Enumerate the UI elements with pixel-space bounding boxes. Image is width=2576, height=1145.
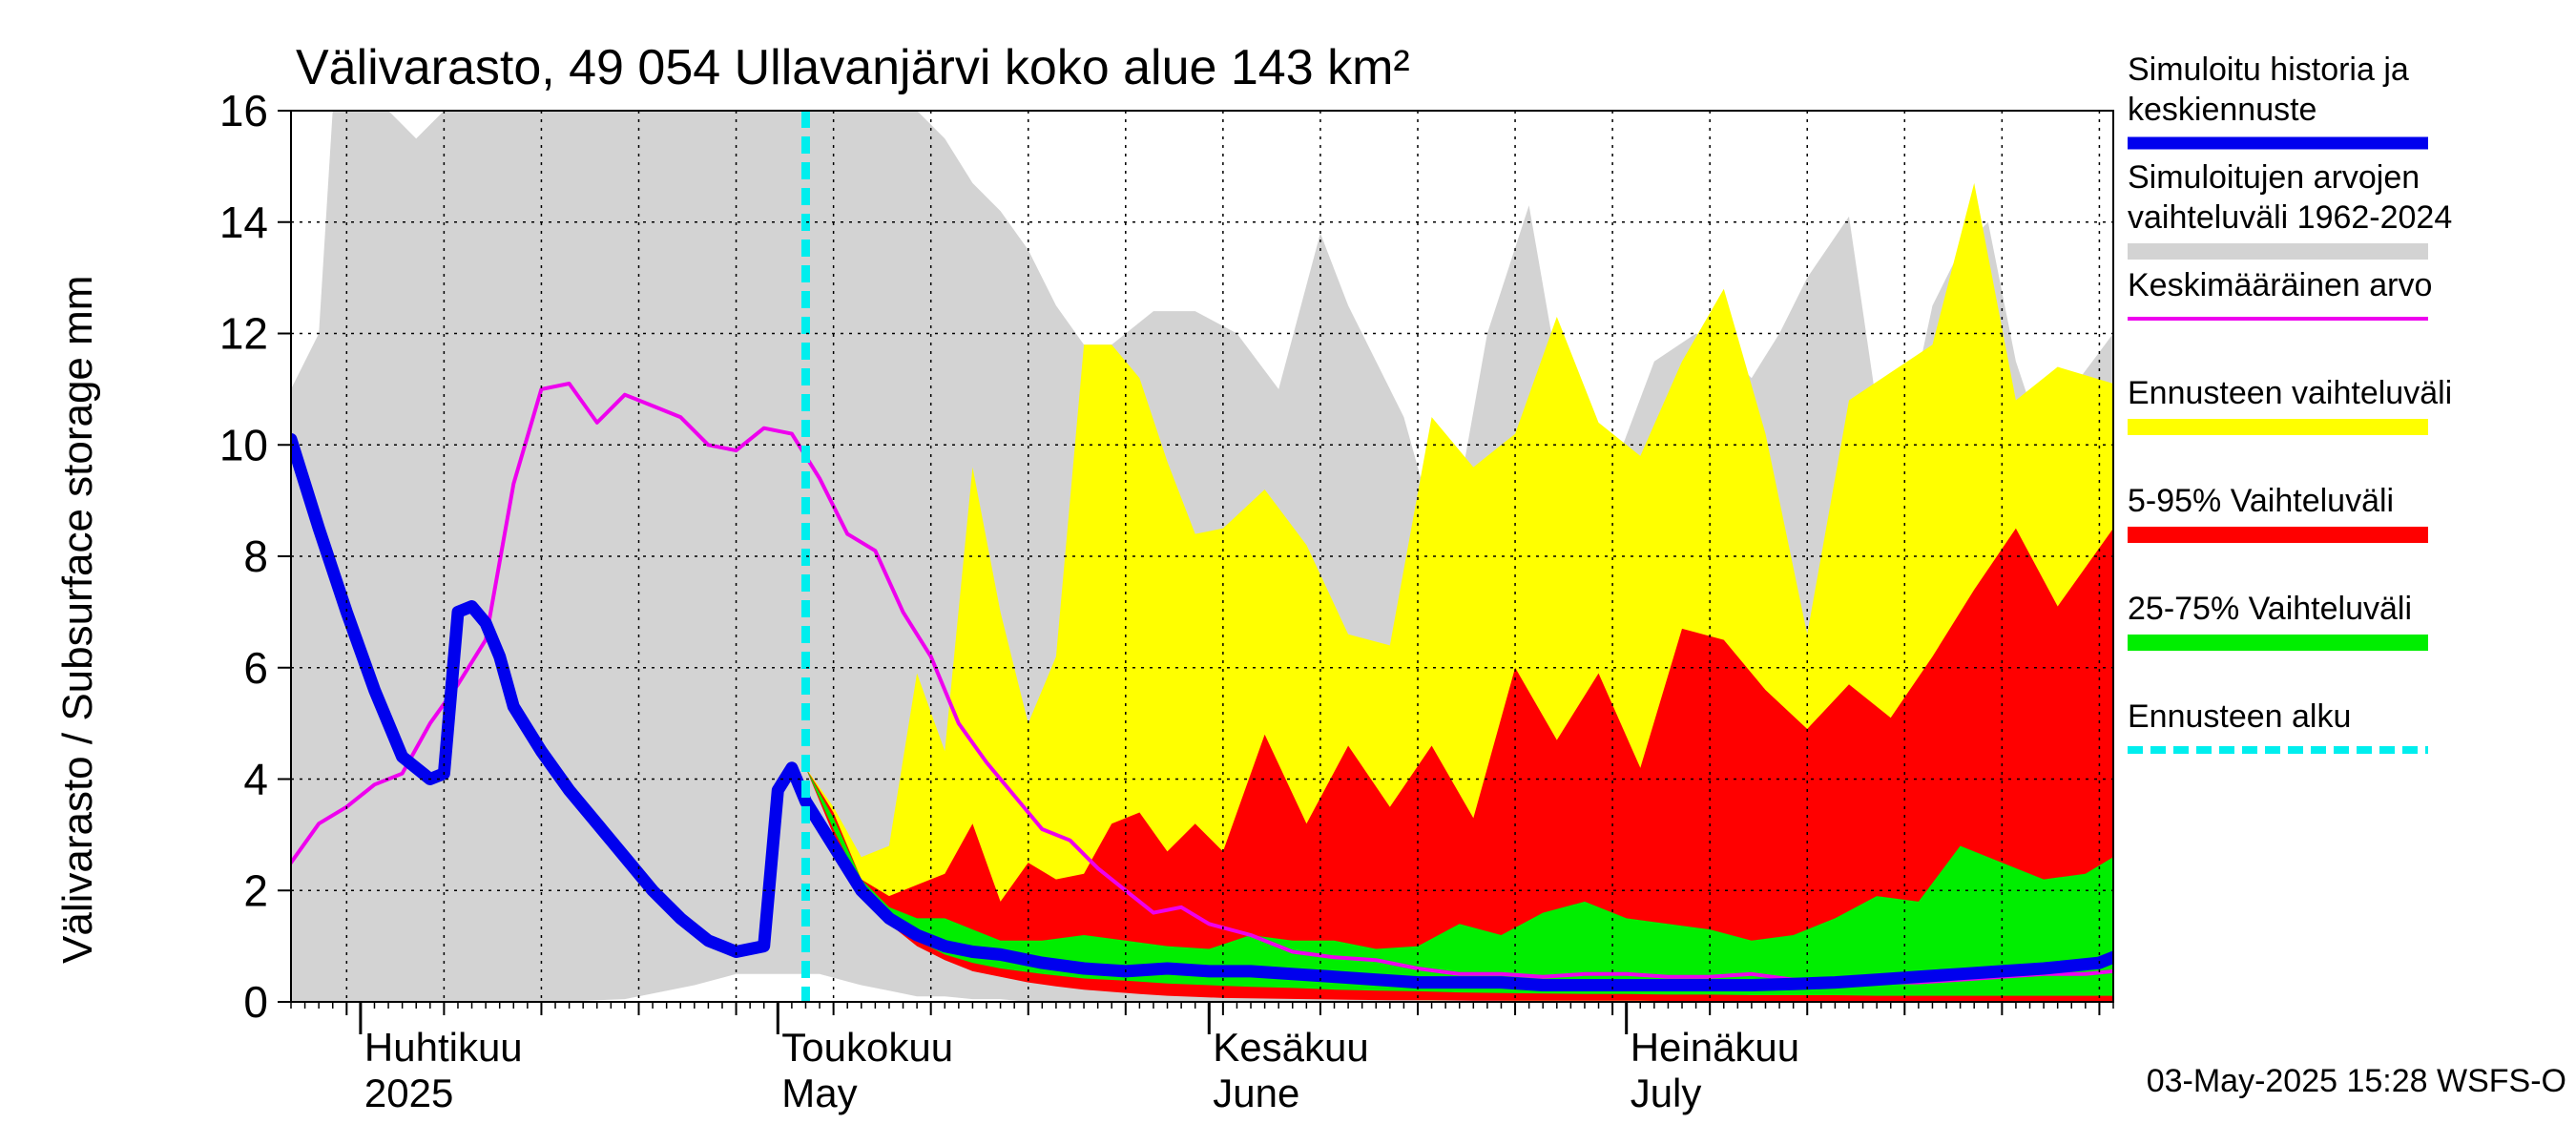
y-tick-label: 0 [243,977,268,1027]
month-label-en: 2025 [364,1071,453,1115]
y-tick-label: 2 [243,865,268,915]
legend-label: Simuloitu historia ja keskiennuste [2128,52,2409,128]
legend-swatch [2128,243,2428,260]
y-tick-label: 4 [243,755,268,804]
y-axis: 0 2 4 6 8 10 12 14 16 [219,86,291,1027]
legend-swatch [2128,635,2428,651]
timestamp: 03-May-2025 15:28 WSFS-O [2147,1063,2566,1099]
y-tick-label: 16 [219,86,268,135]
legend-item-keskimaarainen-arvo: Keskimääräinen arvo [2128,267,2432,321]
line-keskimaarainen-arvo [291,382,2113,985]
legend-item-5-95-vaihteluvali: 5-95% Vaihteluväli [2128,483,2428,543]
y-tick-label: 12 [219,309,268,359]
legend-item-simuloitu-historia-ja-keskiennuste: Simuloitu historia ja keskiennuste [2128,52,2428,150]
legend-item-ennusteen-alku: Ennusteen alku [2128,698,2428,754]
month-label-fi: Heinäkuu [1631,1025,1799,1070]
legend-label: Ennusteen alku [2128,698,2351,735]
legend-item-25-75-vaihteluvali: 25-75% Vaihteluväli [2128,591,2428,651]
legend-label: 25-75% Vaihteluväli [2128,591,2412,627]
legend-label: Ennusteen vaihteluväli [2128,375,2452,411]
y-axis-label: Välivarasto / Subsurface storage mm [54,276,101,964]
band-25-75-vaihteluvali [805,767,2113,996]
y-tick-label: 14 [219,198,268,247]
band-5-95-vaihteluvali [805,528,2113,1002]
gridlines [291,111,2113,1002]
legend-item-ennusteen-vaihteluvali: Ennusteen vaihteluväli [2128,375,2452,435]
legend-label: Keskimääräinen arvo [2128,267,2432,303]
line-simuloitu-historia-ja-keskiennuste [291,432,2113,991]
month-label-en: June [1213,1071,1299,1115]
month-label-fi: Toukokuu [781,1025,953,1070]
y-tick-label: 10 [219,420,268,469]
legend-item-simuloitujen-arvojen-vaihteluvali-1962-2024: Simuloitujen arvojen vaihteluväli 1962-20… [2128,159,2452,260]
legend-label: 5-95% Vaihteluväli [2128,483,2394,519]
legend-label: Simuloitujen arvojen vaihteluväli 1962-20… [2128,159,2452,236]
month-label-fi: Kesäkuu [1213,1025,1368,1070]
legend: Simuloitu historia ja keskiennuste Simuloi… [2128,52,2452,754]
legend-swatch [2128,527,2428,543]
month-label-fi: Huhtikuu [364,1025,523,1070]
y-tick-label: 8 [243,531,268,581]
chart-title: Välivarasto, 49 054 Ullavanjärvi koko al… [296,40,1410,95]
plot-frame [290,110,2114,1003]
month-label-en: July [1631,1071,1702,1115]
y-tick-label: 6 [243,643,268,693]
legend-swatch [2128,419,2428,435]
month-label-en: May [781,1071,857,1115]
